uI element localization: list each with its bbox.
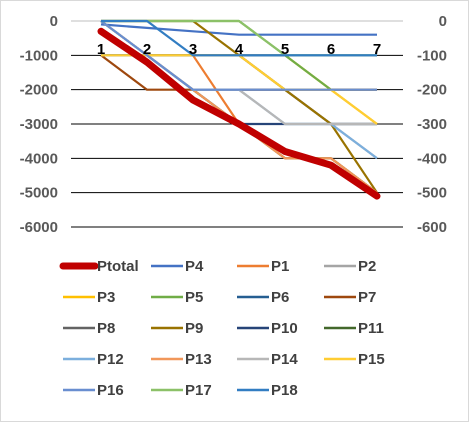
- legend: Ptotal P4 P1 P2 P3 P5 P6 P7 P8 P9 P10 P11 P12 P13 P14 P…: [59, 258, 385, 399]
- series-line-p12: [101, 54, 378, 160]
- series-line-p2: [101, 54, 378, 160]
- x-axis-category-labels: 1 2 3 4 5 6 7: [97, 41, 381, 58]
- legend-label: P2: [358, 258, 376, 275]
- legend-item-ptotal: Ptotal: [59, 258, 139, 275]
- legend-item-p6: P6: [237, 289, 289, 306]
- y-left-tick-label: 0: [50, 13, 58, 30]
- series-line-ptotal: [97, 27, 381, 200]
- legend-label: P12: [97, 351, 124, 368]
- y-right-tick-label: -500: [417, 185, 447, 202]
- legend-label: P15: [358, 351, 385, 368]
- legend-label: P6: [271, 289, 289, 306]
- legend-item-p13: P13: [151, 351, 212, 368]
- legend-item-p15: P15: [324, 351, 385, 368]
- legend-label: P16: [97, 382, 124, 399]
- legend-label: P18: [271, 382, 298, 399]
- legend-label: P4: [185, 258, 204, 275]
- legend-item-p1: P1: [237, 258, 289, 275]
- legend-item-p9: P9: [151, 320, 203, 337]
- legend-item-p3: P3: [63, 289, 115, 306]
- legend-label: P11: [358, 320, 384, 337]
- x-category-label: 1: [97, 41, 105, 58]
- y-right-tick-label: -400: [417, 150, 447, 167]
- x-category-label: 7: [373, 41, 381, 58]
- legend-label: P17: [185, 382, 212, 399]
- y-left-tick-label: -2000: [20, 82, 58, 99]
- x-category-label: 3: [189, 41, 197, 58]
- y-right-tick-label: 0: [439, 13, 447, 30]
- y-right-tick-label: -600: [417, 219, 447, 236]
- legend-item-p16: P16: [63, 382, 124, 399]
- legend-item-p5: P5: [151, 289, 203, 306]
- legend-item-p11: P11: [324, 320, 384, 337]
- legend-item-p7: P7: [324, 289, 376, 306]
- y-right-tick-label: -200: [417, 82, 447, 99]
- legend-label: P10: [271, 320, 298, 337]
- legend-label: P9: [185, 320, 203, 337]
- x-category-label: 4: [235, 41, 244, 58]
- right-y-axis-ticks: 0 -100 -200 -300 -400 -500 -600: [417, 13, 447, 236]
- legend-label: P8: [97, 320, 115, 337]
- legend-label: P3: [97, 289, 115, 306]
- legend-label: P1: [271, 258, 289, 275]
- y-left-tick-label: -5000: [20, 185, 58, 202]
- legend-item-p4: P4: [151, 258, 204, 275]
- y-left-tick-label: -4000: [20, 150, 58, 167]
- y-left-tick-label: -6000: [20, 219, 58, 236]
- legend-item-p14: P14: [237, 351, 298, 368]
- series-line-p16: [100, 20, 377, 91]
- x-category-label: 2: [143, 41, 151, 58]
- y-right-tick-label: -100: [417, 47, 447, 64]
- legend-label: Ptotal: [97, 258, 139, 275]
- legend-label: P5: [185, 289, 203, 306]
- series-line-p18: [101, 19, 377, 57]
- left-y-axis-ticks: 0 -1000 -2000 -3000 -4000 -5000 -6000: [20, 13, 58, 236]
- legend-label: P7: [358, 289, 376, 306]
- y-left-tick-label: -3000: [20, 116, 58, 133]
- x-category-label: 5: [281, 41, 289, 58]
- primary-series-lines: [97, 27, 381, 200]
- legend-item-p12: P12: [63, 351, 124, 368]
- legend-item-p10: P10: [237, 320, 298, 337]
- legend-label: P14: [271, 351, 298, 368]
- legend-item-p2: P2: [324, 258, 376, 275]
- legend-item-p18: P18: [237, 382, 298, 399]
- y-right-tick-label: -300: [417, 116, 447, 133]
- legend-label: P13: [185, 351, 212, 368]
- y-left-tick-label: -1000: [20, 47, 58, 64]
- legend-item-p8: P8: [63, 320, 115, 337]
- x-category-label: 6: [327, 41, 335, 58]
- series-line-p4: [100, 23, 377, 36]
- series-line-p14: [100, 20, 377, 126]
- legend-item-p17: P17: [151, 382, 212, 399]
